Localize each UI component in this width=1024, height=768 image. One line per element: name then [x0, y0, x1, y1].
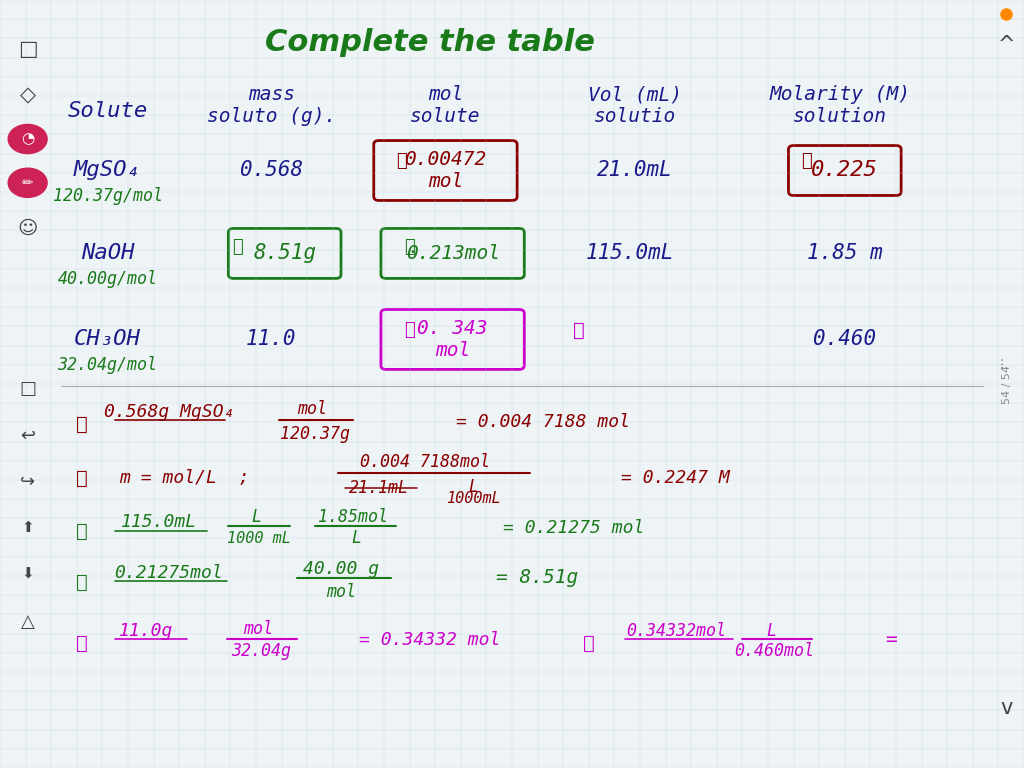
Text: 21.0mL: 21.0mL [597, 161, 673, 180]
Text: 1000mL: 1000mL [445, 491, 501, 506]
Text: 32.04g/mol: 32.04g/mol [57, 356, 158, 374]
Text: 40.00 g: 40.00 g [303, 560, 379, 578]
Text: ④: ④ [76, 573, 88, 591]
Text: 0.460mol: 0.460mol [734, 642, 814, 660]
Text: ⑤: ⑤ [76, 634, 88, 653]
Text: 0.213mol: 0.213mol [406, 244, 500, 263]
Text: = 0.004 7188 mol: = 0.004 7188 mol [456, 412, 630, 431]
Text: = 0.34332 mol: = 0.34332 mol [359, 631, 501, 649]
Text: ⬆: ⬆ [22, 520, 34, 535]
Text: 32.04g: 32.04g [231, 642, 291, 660]
Text: 21.1mL: 21.1mL [349, 479, 409, 498]
Text: L: L [351, 529, 361, 548]
Text: 8.51g: 8.51g [253, 243, 316, 263]
Text: 0.21275mol: 0.21275mol [115, 564, 223, 582]
Text: ^: ^ [997, 35, 1016, 55]
Text: ⑥: ⑥ [583, 634, 595, 653]
Circle shape [8, 124, 47, 154]
Text: CH₃OH: CH₃OH [74, 329, 141, 349]
Text: 0.460: 0.460 [813, 329, 877, 349]
Text: ⑥: ⑥ [572, 321, 585, 339]
Text: L: L [468, 478, 478, 496]
Text: 0.568: 0.568 [240, 161, 303, 180]
Text: ②: ② [76, 469, 88, 488]
Text: 120.37g: 120.37g [281, 425, 350, 443]
Text: L: L [766, 622, 776, 641]
Text: =: = [885, 631, 897, 649]
Text: ☺: ☺ [17, 219, 38, 237]
Text: = 0.2247 M: = 0.2247 M [622, 469, 730, 488]
Text: □: □ [17, 39, 38, 59]
Text: △: △ [20, 613, 35, 631]
Text: mol: mol [297, 400, 328, 419]
Text: ①: ① [396, 152, 407, 170]
Text: ✏: ✏ [22, 176, 34, 190]
Text: ④: ④ [232, 238, 243, 257]
Text: mol
solute: mol solute [411, 85, 480, 127]
Text: 0.00472
mol: 0.00472 mol [404, 150, 486, 191]
Text: 40.00g/mol: 40.00g/mol [57, 270, 158, 288]
Text: ◔: ◔ [22, 131, 34, 147]
Text: 0.568g MgSO₄: 0.568g MgSO₄ [103, 403, 234, 422]
Text: 115.0mL: 115.0mL [121, 513, 197, 531]
Text: ◇: ◇ [19, 85, 36, 105]
Text: 0.225: 0.225 [811, 161, 879, 180]
Text: Molarity (M)
solution: Molarity (M) solution [769, 85, 910, 127]
Text: v: v [1000, 698, 1013, 718]
Text: Solute: Solute [68, 101, 147, 121]
Text: ③: ③ [76, 522, 88, 541]
Text: Vol (mL)
solutio: Vol (mL) solutio [588, 85, 682, 127]
Text: 0. 343
mol: 0. 343 mol [418, 319, 487, 360]
Text: 0.004 7188mol: 0.004 7188mol [360, 452, 489, 471]
Text: = 0.21275 mol: = 0.21275 mol [503, 518, 644, 537]
Text: MgSO₄: MgSO₄ [74, 161, 141, 180]
Text: ↩: ↩ [20, 426, 35, 445]
Text: ⑤: ⑤ [404, 321, 415, 339]
Text: 120.37g/mol: 120.37g/mol [52, 187, 163, 205]
Text: ①: ① [76, 415, 88, 434]
Text: = 8.51g: = 8.51g [497, 568, 579, 587]
Text: 1.85mol: 1.85mol [318, 508, 388, 526]
Text: Complete the table: Complete the table [265, 28, 595, 57]
Text: m = mol/L  ;: m = mol/L ; [119, 469, 250, 488]
Text: L: L [251, 508, 261, 526]
Text: □: □ [19, 380, 36, 399]
Text: mol: mol [243, 620, 273, 638]
Text: ②: ② [802, 152, 812, 170]
Circle shape [8, 168, 47, 197]
Text: 54 / 54: 54 / 54 [1001, 365, 1012, 403]
Text: ↪: ↪ [20, 472, 35, 491]
Text: 1000 mL: 1000 mL [227, 531, 291, 546]
Text: 0.34332mol: 0.34332mol [626, 622, 726, 641]
Text: ⬇: ⬇ [22, 566, 34, 581]
Text: mol: mol [326, 583, 356, 601]
Text: ③: ③ [404, 238, 415, 257]
Text: NaOH: NaOH [81, 243, 134, 263]
Text: 1.85 m: 1.85 m [807, 243, 883, 263]
Text: 115.0mL: 115.0mL [586, 243, 674, 263]
Text: 11.0g: 11.0g [119, 622, 174, 641]
Text: 11.0: 11.0 [246, 329, 297, 349]
Text: mass
soluto (g).: mass soluto (g). [207, 85, 336, 127]
Text: ...: ... [991, 354, 1006, 368]
